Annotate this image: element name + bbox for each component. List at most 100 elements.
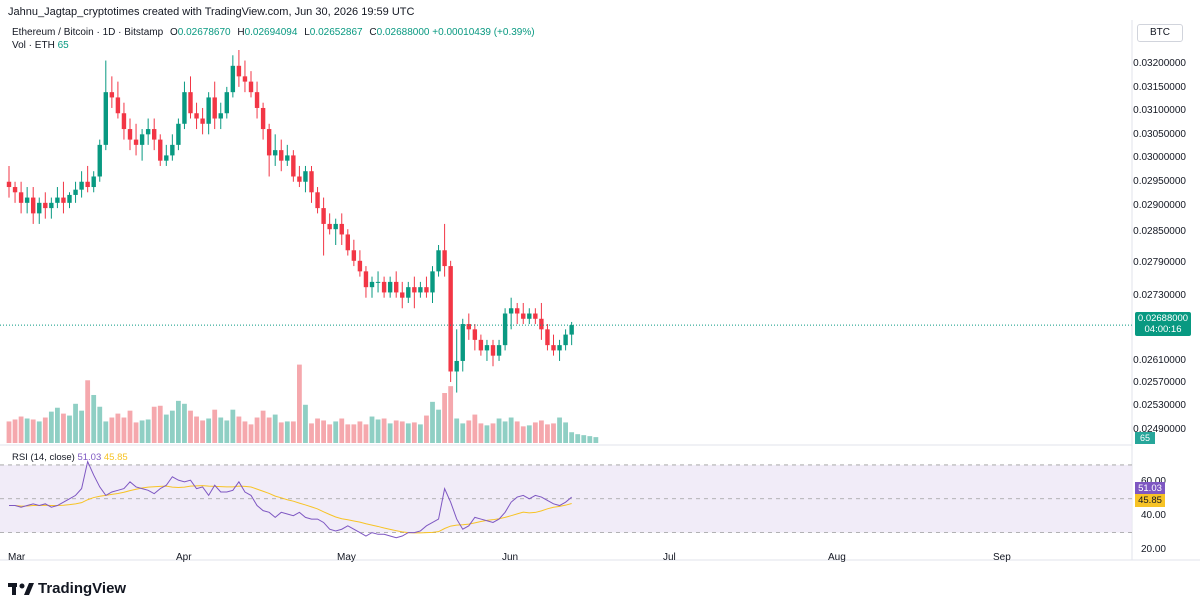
volume-bar [563, 422, 568, 443]
candle-body [297, 176, 302, 182]
candle-body [400, 292, 405, 298]
price-tick-label: 0.02530000 [1133, 400, 1186, 411]
volume-bar [194, 416, 199, 443]
volume-bar [496, 418, 502, 443]
open-label: O [169, 27, 178, 38]
candle-body [109, 92, 115, 98]
volume-bar [575, 434, 581, 443]
last-price-value: 0.02688000 [1137, 313, 1189, 324]
rsi-tick-label: 40.00 [1140, 509, 1166, 521]
volume-bar [67, 415, 72, 443]
volume-bar [182, 403, 187, 443]
candle-body [145, 129, 151, 135]
volume-bar [297, 364, 302, 443]
candle-body [85, 181, 90, 188]
tradingview-logo[interactable]: TradingView [8, 580, 126, 597]
volume-bar [448, 386, 454, 443]
low-label: L [304, 27, 310, 38]
rsi-ma-line [9, 485, 572, 534]
candle-body [406, 287, 411, 298]
rsi-legend[interactable]: RSI (14, close) 51.03 45.85 [12, 452, 128, 463]
volume-bar [284, 421, 290, 443]
candle-body [224, 92, 229, 114]
candle-body [460, 324, 465, 361]
volume-bar [581, 435, 587, 443]
volume-bar [73, 403, 78, 443]
volume-bar [260, 410, 266, 443]
candle-body [291, 155, 296, 177]
volume-bar [520, 426, 526, 443]
price-tick-label: 0.02850000 [1133, 226, 1186, 237]
candle-body [194, 113, 199, 119]
candle-body [490, 345, 496, 356]
candle-body [61, 197, 66, 203]
close-label: C [369, 27, 377, 38]
volume-legend[interactable]: Vol · ETH 65 [12, 40, 69, 51]
volume-bar [85, 380, 91, 443]
candle-body [242, 76, 248, 82]
volume-bar [133, 422, 139, 443]
volume-bar [460, 423, 466, 443]
candle-body [357, 260, 363, 272]
volume-bar [514, 421, 520, 443]
volume-bar [411, 422, 417, 443]
rsi-band [0, 464, 1132, 533]
volume-bar [442, 393, 447, 443]
volume-bar [484, 425, 490, 443]
candle-body [545, 329, 550, 346]
currency-button[interactable]: BTC [1137, 24, 1183, 42]
symbol-name[interactable]: Ethereum / Bitcoin · 1D · Bitstamp [12, 27, 164, 38]
volume-bar [526, 425, 532, 443]
volume-bar [424, 415, 429, 443]
candle-body [236, 65, 242, 77]
candle-body [309, 171, 314, 193]
volume-bar [345, 424, 351, 443]
candle-body [230, 65, 236, 93]
candle-body [260, 107, 266, 130]
volume-bar [151, 406, 157, 443]
volume-bar [430, 401, 435, 443]
candle-body [158, 139, 163, 161]
volume-bar [18, 416, 24, 443]
volume-bar [30, 419, 36, 443]
volume-bar [569, 432, 575, 443]
volume-bar [48, 411, 54, 443]
candle-body [43, 202, 48, 209]
candle-body [266, 129, 272, 156]
rsi-value-badge: 51.03 [1135, 482, 1165, 495]
candle-body [363, 271, 369, 288]
month-label: Jun [502, 552, 519, 563]
volume-bar [248, 424, 254, 443]
candle-body [12, 187, 18, 193]
close-value: 0.02688000 [376, 27, 430, 38]
volume-bar [79, 410, 84, 443]
volume-bar [593, 437, 599, 443]
volume-bar [387, 423, 393, 443]
candle-body [97, 144, 102, 177]
month-label: Mar [8, 552, 26, 563]
volume-bar [121, 417, 127, 443]
candle-body [442, 250, 447, 267]
volume-bar [405, 423, 411, 443]
candle-body [394, 281, 399, 293]
volume-label: Vol · ETH [12, 40, 55, 51]
volume-bar [42, 417, 48, 443]
rsi-tick-label: 60.00 [1141, 476, 1166, 487]
candle-body [31, 197, 36, 214]
candles [6, 50, 574, 393]
candle-body [49, 202, 54, 209]
volume-bar [169, 410, 175, 443]
candle-body [569, 325, 574, 335]
volume-bar [272, 414, 278, 443]
volume-bar [327, 424, 333, 443]
volume-bar [357, 421, 363, 443]
volume-bar [375, 419, 381, 443]
month-label: Apr [176, 552, 192, 563]
volume-bar [309, 423, 314, 443]
candle-body [133, 139, 139, 145]
candle-body [218, 113, 223, 119]
volume-bar [55, 407, 60, 443]
candle-body [533, 313, 538, 319]
price-tick-label: 0.02570000 [1133, 377, 1186, 388]
